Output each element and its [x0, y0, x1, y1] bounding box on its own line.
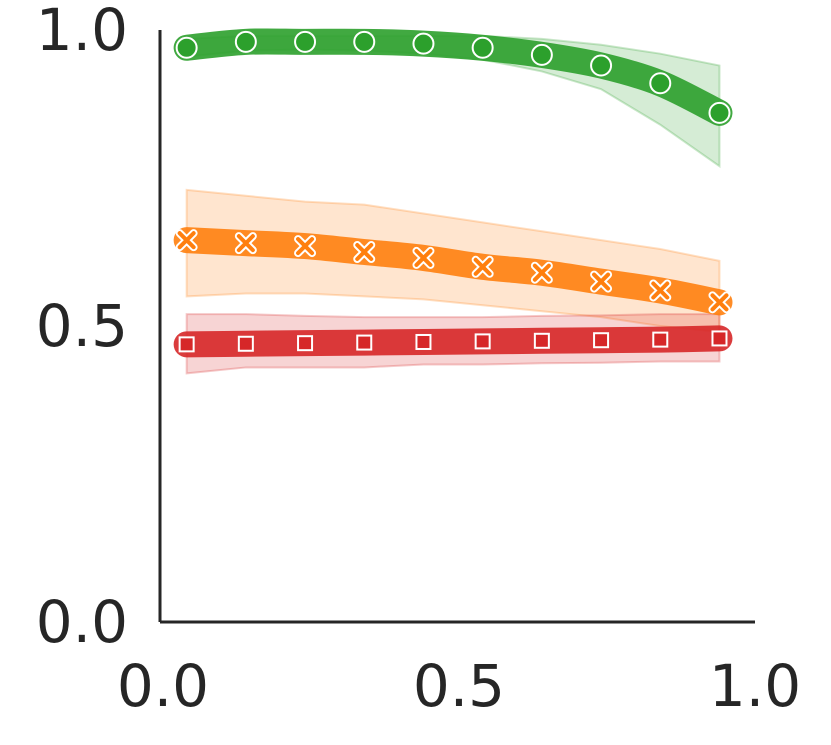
orange-series-point: [471, 255, 494, 278]
red-series-point: [711, 330, 728, 347]
green-series-point: [649, 72, 672, 95]
x-tick-label-0-0: 0.0: [117, 652, 209, 720]
green-series-point: [471, 36, 494, 59]
x-tick-label-0-5: 0.5: [413, 652, 505, 720]
red-series-point: [297, 335, 314, 352]
orange-series-line: [173, 227, 733, 316]
orange-series-point: [234, 232, 257, 255]
green-series-point: [530, 43, 553, 66]
y-tick-label-0-5: 0.5: [36, 292, 128, 360]
green-series-point: [412, 32, 435, 55]
green-series-point: [708, 101, 731, 124]
green-series-point: [234, 30, 257, 53]
red-series-point: [356, 334, 373, 351]
red-series-point: [237, 335, 254, 352]
orange-series-point: [353, 241, 376, 263]
red-series-point: [178, 336, 195, 353]
orange-series-point: [175, 229, 198, 252]
orange-series-point: [294, 235, 317, 258]
red-series-line: [173, 325, 733, 358]
green-series-line: [173, 28, 733, 126]
y-tick-label-1-0: 1.0: [36, 0, 128, 64]
orange-series-point: [590, 270, 613, 293]
orange-series-point: [530, 261, 553, 284]
series-lines: [173, 28, 733, 358]
red-series-point: [474, 333, 491, 350]
tick-labels: 0.0 0.5 1.0 0.0 0.5 1.0: [36, 0, 801, 720]
orange-series-point: [708, 291, 731, 314]
series-markers: [175, 30, 731, 353]
y-tick-label-0-0: 0.0: [36, 588, 128, 656]
red-series-point: [593, 332, 610, 349]
green-series-point: [590, 54, 613, 77]
red-series-point: [415, 333, 432, 350]
orange-series-point: [412, 246, 435, 269]
green-series-point: [353, 30, 376, 53]
green-series-point: [294, 30, 317, 53]
x-tick-label-1-0: 1.0: [709, 652, 801, 720]
orange-series-point: [649, 279, 672, 302]
red-series-point: [533, 332, 550, 349]
green-series-point: [175, 36, 198, 59]
red-series-point: [652, 331, 669, 348]
